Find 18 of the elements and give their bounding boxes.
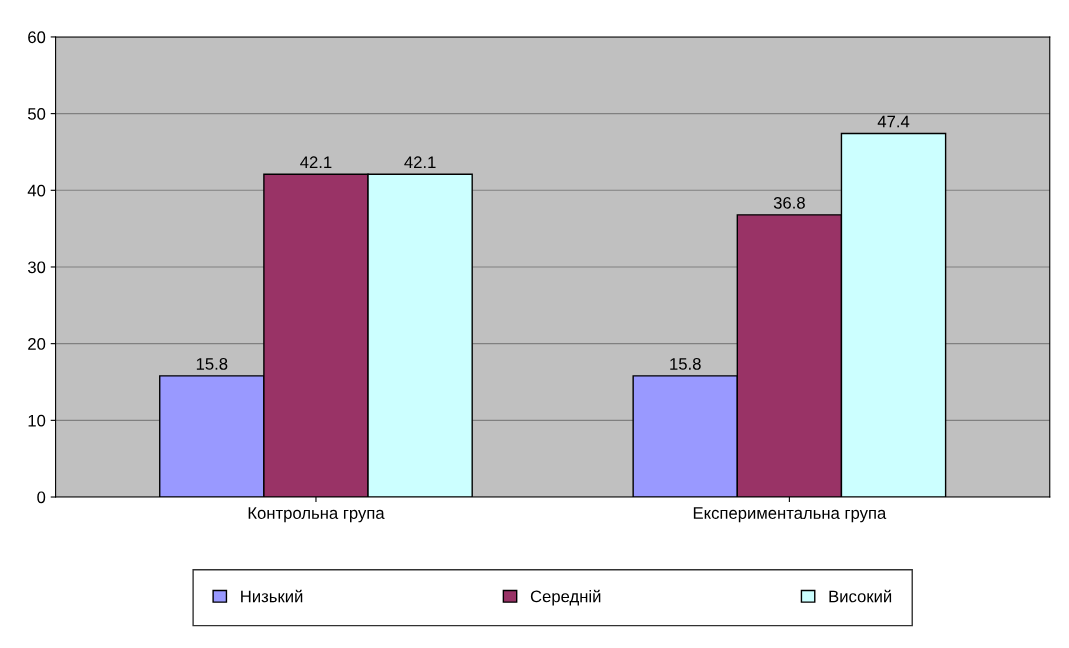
y-tick-label: 40 bbox=[27, 184, 46, 197]
data-label: 15.8 bbox=[670, 357, 701, 370]
legend-label: Низький bbox=[241, 589, 303, 603]
y-tick-label: 30 bbox=[27, 261, 46, 274]
y-tick-label: 60 bbox=[28, 31, 46, 44]
data-label: 47.4 bbox=[877, 115, 910, 128]
data-label: 42.1 bbox=[300, 156, 332, 168]
x-tick-label: Експериментальна група bbox=[693, 507, 887, 523]
y-tick-label: 10 bbox=[28, 414, 46, 427]
data-label: 36.8 bbox=[773, 196, 805, 209]
y-tick-label: 0 bbox=[37, 491, 46, 504]
legend-label: Високий bbox=[829, 589, 892, 603]
data-label: 15.8 bbox=[196, 357, 228, 370]
legend-label: Середній bbox=[530, 589, 601, 606]
data-label: 42.1 bbox=[404, 156, 436, 168]
y-tick-label: 20 bbox=[28, 338, 46, 350]
x-tick-label: Контрольна група bbox=[248, 507, 385, 523]
y-tick-label: 50 bbox=[28, 108, 46, 120]
